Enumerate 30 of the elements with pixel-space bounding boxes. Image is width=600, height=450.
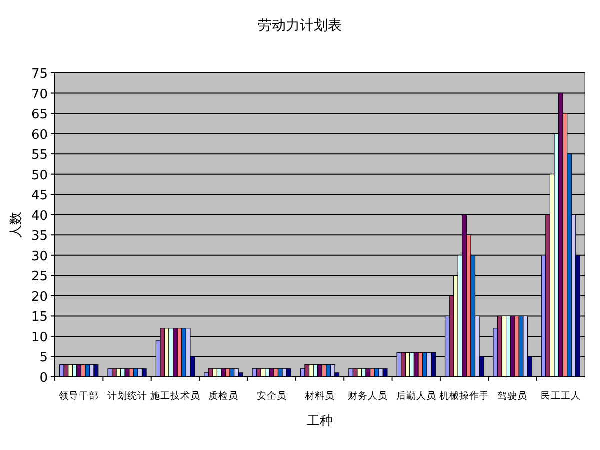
y-tick-label: 0: [40, 371, 48, 386]
x-tick-label: 安全员: [256, 390, 287, 402]
y-tick-label: 30: [31, 249, 48, 264]
y-axis-title: 人数: [9, 212, 24, 238]
y-tick-label: 5: [40, 350, 48, 366]
x-tick-label: 材料员: [304, 390, 335, 402]
y-tick-label: 25: [31, 270, 48, 285]
y-tick-label: 70: [31, 87, 48, 102]
y-tick-label: 50: [31, 168, 48, 184]
y-tick-label: 35: [31, 229, 48, 244]
y-tick-label: 60: [31, 128, 48, 143]
chart-title: 劳动力计划表: [258, 18, 342, 34]
x-tick-label: 机械操作手: [440, 390, 490, 402]
x-tick-label: 后勤人员: [396, 390, 436, 402]
y-tick-label: 65: [31, 108, 48, 123]
y-tick-label: 10: [31, 330, 48, 346]
x-axis-title: 工种: [307, 414, 333, 429]
x-tick-label: 财务人员: [348, 390, 388, 402]
x-tick-label: 施工技术员: [150, 390, 200, 402]
x-tick-label: 民工工人: [540, 391, 581, 402]
y-tick-label: 45: [31, 188, 48, 204]
x-tick-label: 领导干部: [59, 390, 100, 402]
y-tick-label: 75: [31, 67, 48, 82]
x-tick-label: 驾驶员: [498, 390, 528, 402]
y-tick-label: 15: [31, 310, 48, 326]
x-tick-label: 计划统计: [107, 390, 148, 402]
y-tick-label: 55: [31, 148, 48, 164]
y-tick-label: 20: [31, 290, 48, 305]
y-tick-label: 40: [31, 208, 48, 224]
x-tick-label: 质检员: [208, 390, 239, 402]
